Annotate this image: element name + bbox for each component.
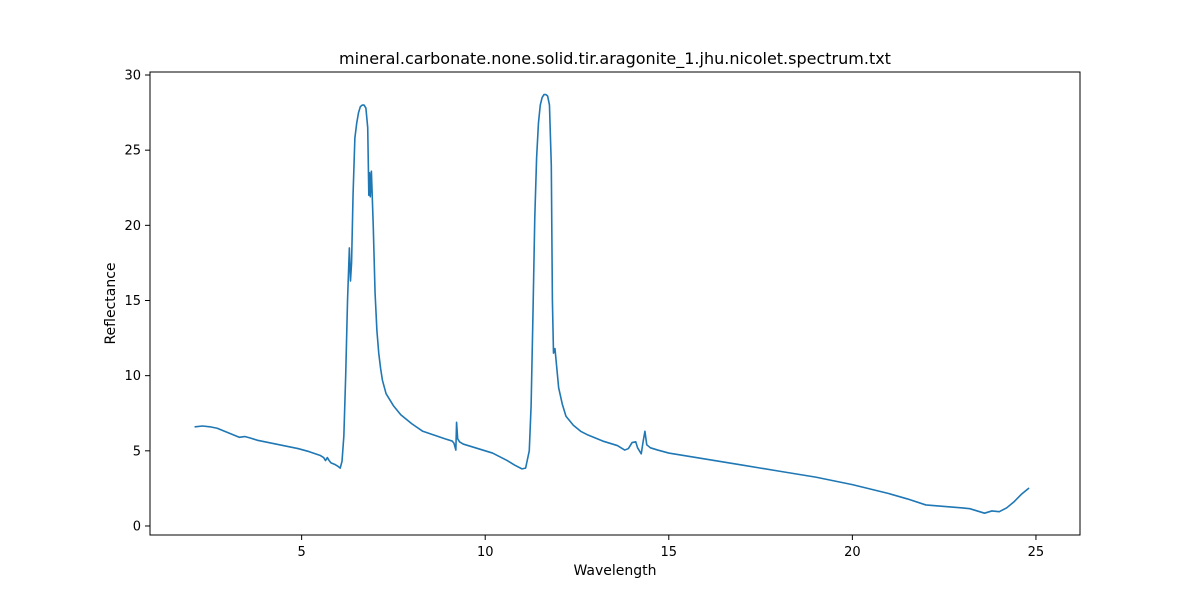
plot-area <box>194 93 1030 514</box>
y-tick-label: 0 <box>133 519 141 534</box>
y-tick-label: 15 <box>124 294 141 309</box>
y-axis-label: Reflectance <box>103 262 119 344</box>
y-tick-label: 5 <box>133 444 141 459</box>
x-tick-label: 5 <box>297 545 305 560</box>
x-axis-label: Wavelength <box>573 563 656 579</box>
spectrum-line <box>194 93 1030 514</box>
x-tick-label: 25 <box>1028 545 1045 560</box>
x-tick-label: 10 <box>477 545 494 560</box>
plot-frame <box>149 71 1081 536</box>
chart-title: mineral.carbonate.none.solid.tir.aragoni… <box>339 49 891 69</box>
y-tick-label: 20 <box>124 219 141 234</box>
x-axis-ticks: 5 10 15 20 25 <box>297 535 1044 560</box>
y-tick-label: 10 <box>124 369 141 384</box>
x-tick-label: 15 <box>661 545 678 560</box>
x-tick-label: 20 <box>844 545 861 560</box>
y-tick-label: 30 <box>124 69 141 84</box>
y-tick-label: 25 <box>124 144 141 159</box>
y-axis-ticks: 0 5 10 15 20 25 30 <box>124 69 150 534</box>
